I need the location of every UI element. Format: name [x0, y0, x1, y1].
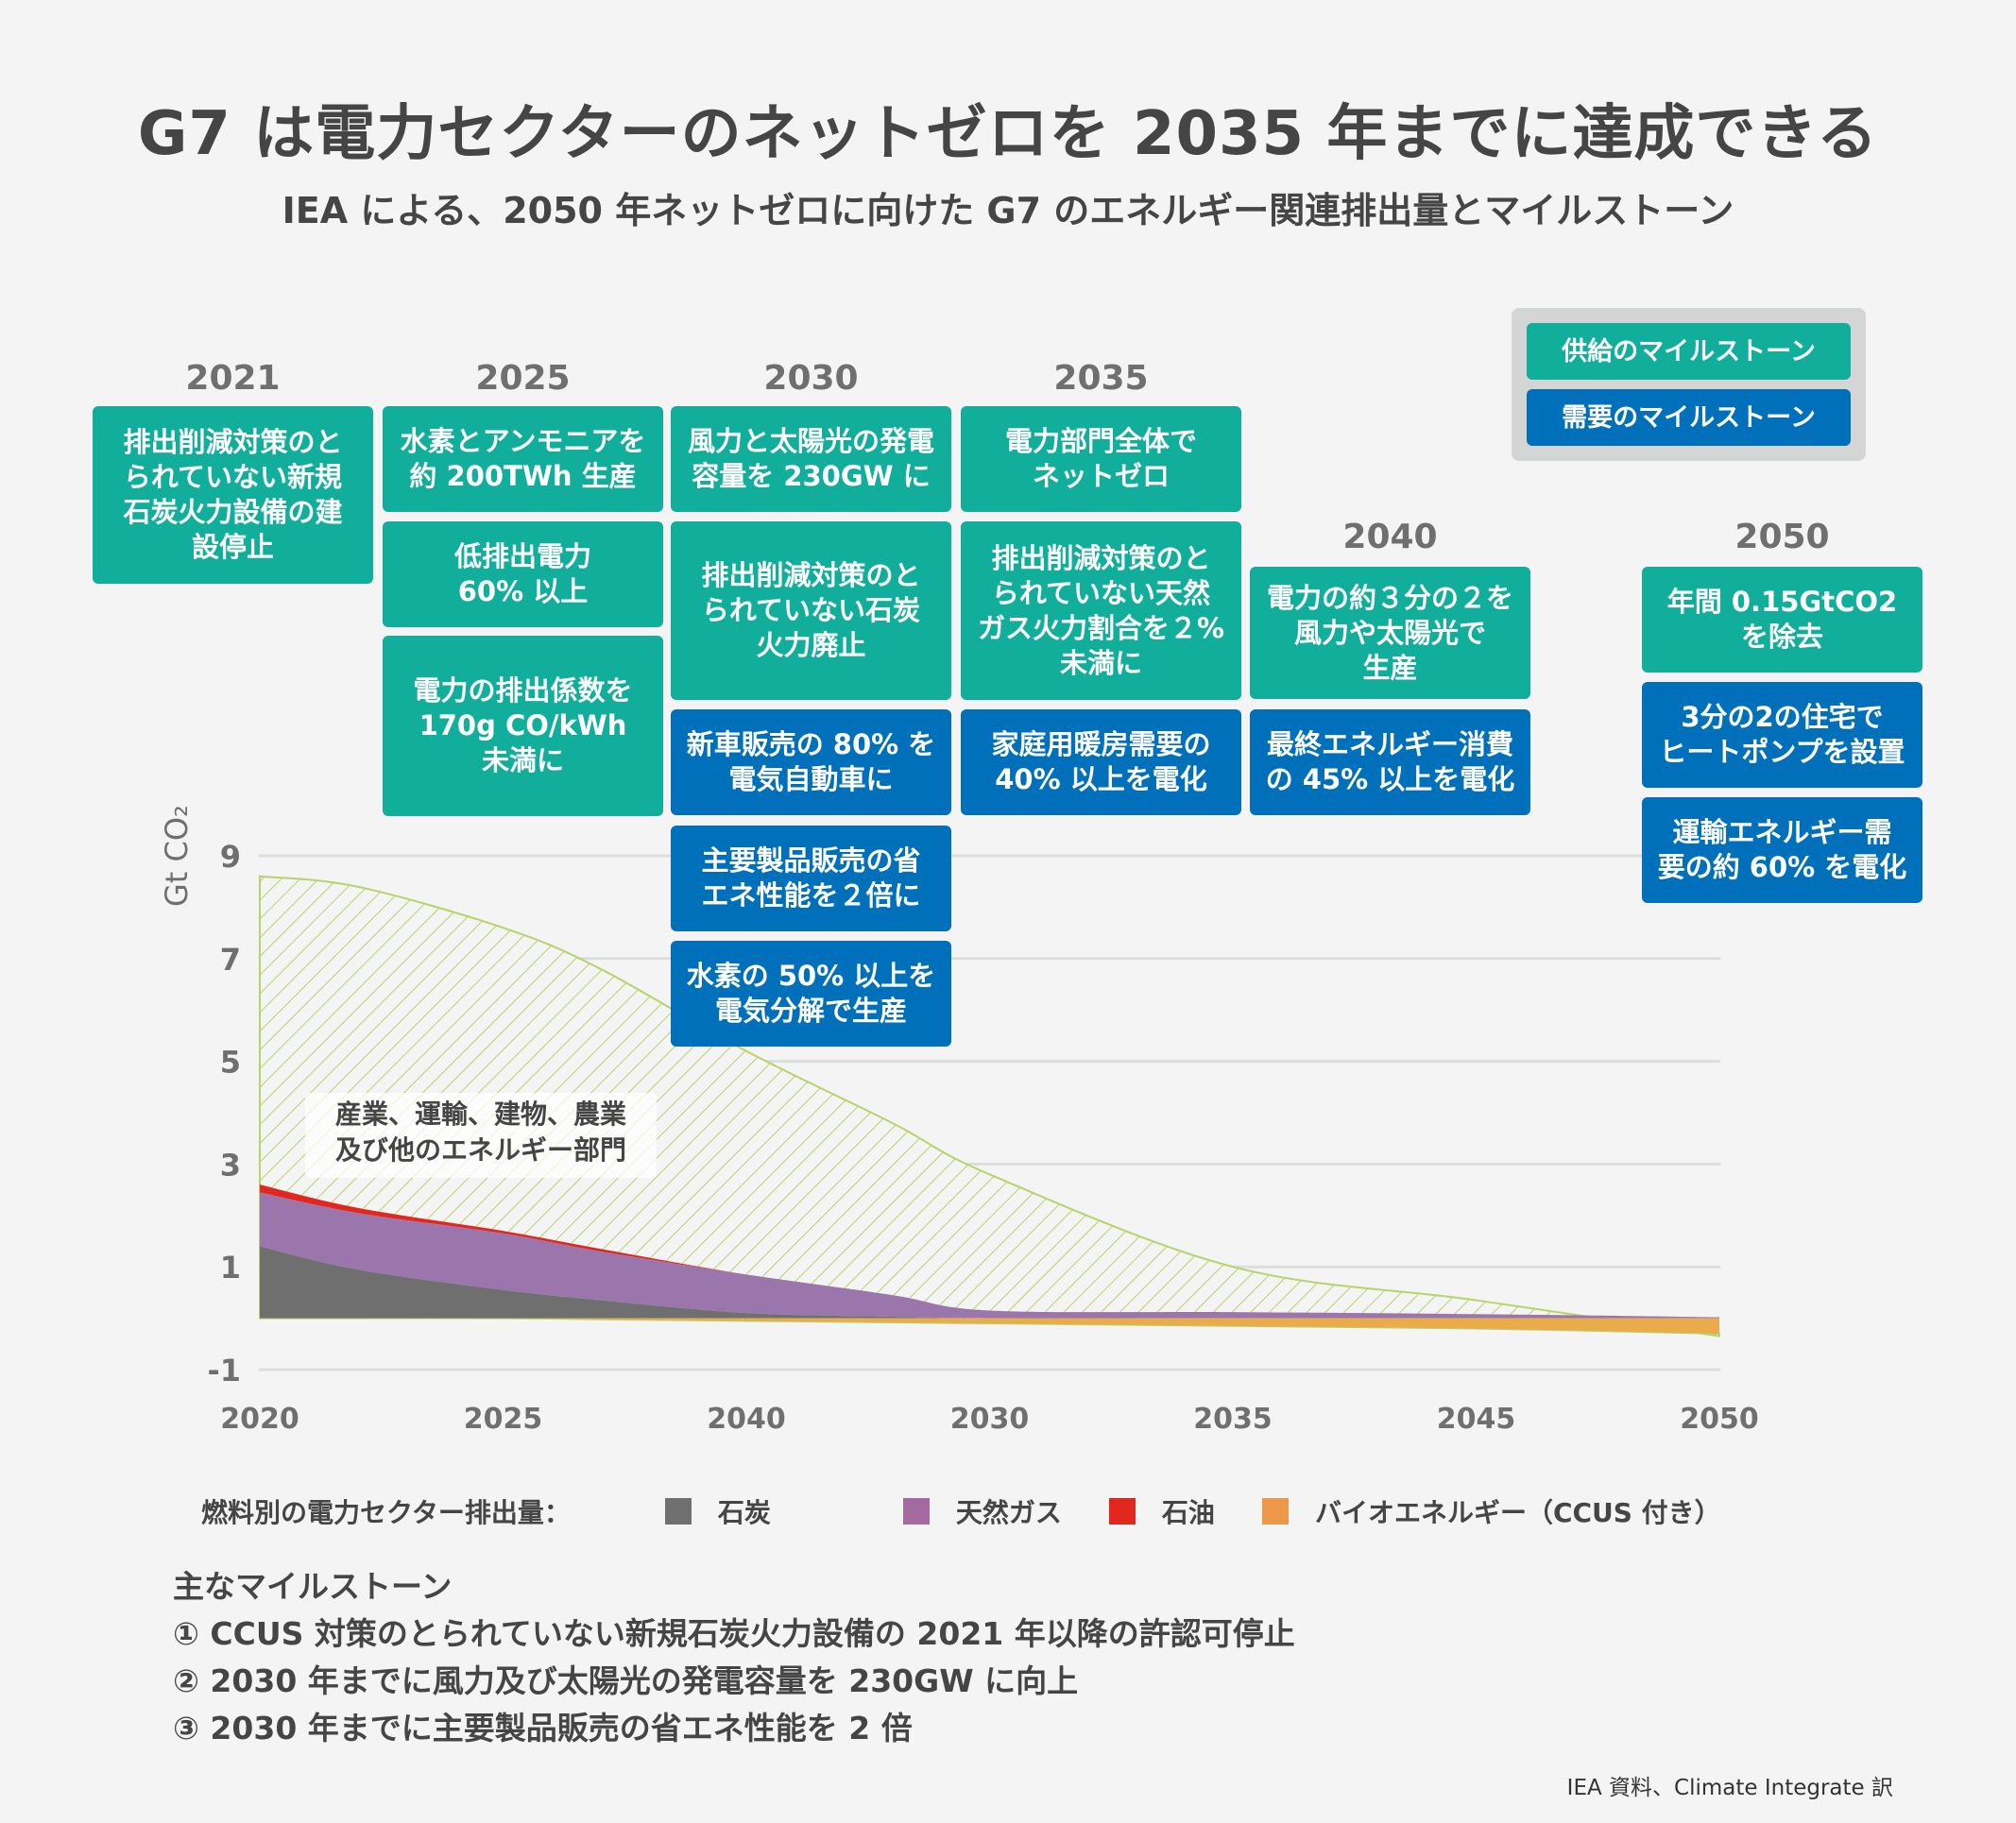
legend-demand: 需要のマイルストーン: [1527, 389, 1851, 446]
legend-label-coal: 石炭: [717, 1497, 771, 1528]
x-tick-label: 2025: [464, 1403, 543, 1436]
demand-milestone-box: 3分の2の住宅で ヒートポンプを設置: [1642, 682, 1922, 788]
legend-label-bio: バイオエネルギー（CCUS 付き）: [1314, 1497, 1721, 1528]
bio-swatch: [1261, 1498, 1289, 1525]
milestone-type-legend: 供給のマイルストーン 需要のマイルストーン: [1512, 308, 1866, 461]
x-tick-label: 2040: [707, 1403, 786, 1436]
demand-milestone-box: 主要製品販売の省 エネ性能を２倍に: [671, 826, 951, 931]
demand-milestone-box: 水素の 50% 以上を 電気分解で生産: [671, 941, 951, 1047]
legend-item-gas: 天然ガス: [902, 1492, 1062, 1530]
area-coal: [260, 1246, 1719, 1319]
supply-milestone-box: 電力の約３分の２を 風力や太陽光で 生産: [1250, 567, 1530, 699]
coal-swatch: [664, 1498, 692, 1525]
milestone-year-2035: 2035: [1053, 359, 1149, 398]
key-milestone-item: ② 2030 年までに風力及び太陽光の発電容量を 230GW に向上: [173, 1662, 1079, 1699]
fuel-legend-title: 燃料別の電力セクター排出量：: [201, 1497, 571, 1528]
supply-milestone-box: 排出削減対策のと られていない新規 石炭火力設備の建 設停止: [93, 406, 373, 584]
legend-supply: 供給のマイルストーン: [1527, 323, 1851, 380]
milestone-year-2030: 2030: [763, 359, 859, 398]
y-tick-label: 9: [220, 839, 241, 875]
supply-milestone-box: 排出削減対策のと られていない天然 ガス火力割合を２% 未満に: [961, 521, 1241, 700]
demand-milestone-box: 最終エネルギー消費 の 45% 以上を電化: [1250, 709, 1530, 815]
key-milestones: 主なマイルストーン ① CCUS 対策のとられていない新規石炭火力設備の 202…: [173, 1563, 1295, 1752]
milestone-year-2040: 2040: [1342, 518, 1438, 556]
key-milestone-item: ① CCUS 対策のとられていない新規石炭火力設備の 2021 年以降の許認可停…: [173, 1615, 1295, 1652]
supply-milestone-box: 電力部門全体で ネットゼロ: [961, 406, 1241, 512]
x-tick-label: 2030: [950, 1403, 1030, 1436]
x-tick-label: 2020: [220, 1403, 299, 1436]
y-axis-title-text: Gt CO₂: [159, 805, 195, 907]
demand-milestone-box: 運輸エネルギー需 要の約 60% を電化: [1642, 797, 1922, 903]
supply-milestone-box: 水素とアンモニアを 約 200TWh 生産: [383, 406, 663, 512]
x-tick-label: 2045: [1437, 1403, 1516, 1436]
area-other-sectors: [259, 875, 1720, 1337]
x-tick-label: 2035: [1193, 1403, 1273, 1436]
x-tick-label: 2050: [1680, 1403, 1759, 1436]
legend-item-bio: バイオエネルギー（CCUS 付き）: [1261, 1492, 1721, 1530]
source-credit: IEA 資料、Climate Integrate 訳: [1566, 1776, 1893, 1800]
y-tick-label: 3: [220, 1147, 241, 1183]
gas-swatch: [902, 1498, 930, 1525]
demand-milestone-box: 家庭用暖房需要の 40% 以上を電化: [961, 709, 1241, 815]
area-bio: [260, 1318, 1719, 1334]
supply-milestone-box: 電力の排出係数を 170g CO/kWh 未満に: [383, 636, 663, 816]
y-axis-title: Gt CO₂: [159, 793, 195, 907]
page-subtitle: IEA による、2050 年ネットゼロに向けた G7 のエネルギー関連排出量とマ…: [282, 190, 1734, 231]
legend-item-oil: 石油: [1108, 1492, 1215, 1530]
sector-annotation: 産業、運輸、建物、農業 及び他のエネルギー部門: [305, 1093, 657, 1178]
supply-milestone-box: 風力と太陽光の発電 容量を 230GW に: [671, 406, 951, 512]
legend-item-coal: 石炭: [664, 1492, 771, 1530]
page-title: G7 は電力セクターのネットゼロを 2035 年までに達成できる: [137, 99, 1879, 169]
legend-label-oil: 石油: [1161, 1497, 1215, 1528]
supply-milestone-box: 低排出電力 60% 以上: [383, 521, 663, 627]
y-tick-label: -1: [207, 1353, 241, 1389]
oil-swatch: [1108, 1498, 1136, 1525]
emissions-chart: 9 7 5 3 1 -1 2020 2025 2040 2030 2035 2045 2050: [207, 839, 1759, 1436]
legend-label-gas: 天然ガス: [955, 1497, 1062, 1528]
milestone-year-2050: 2050: [1734, 518, 1830, 556]
milestone-year-2025: 2025: [475, 359, 571, 398]
y-tick-label: 7: [220, 942, 241, 978]
area-gas: [260, 1192, 1719, 1319]
key-milestones-heading: 主なマイルストーン: [173, 1568, 453, 1605]
supply-milestone-box: 年間 0.15GtCO2 を除去: [1642, 567, 1922, 673]
key-milestone-item: ③ 2030 年までに主要製品販売の省エネ性能を 2 倍: [173, 1710, 913, 1746]
y-tick-label: 5: [220, 1045, 241, 1081]
supply-milestone-box: 排出削減対策のと られていない石炭 火力廃止: [671, 521, 951, 700]
demand-milestone-box: 新車販売の 80% を 電気自動車に: [671, 709, 951, 815]
milestone-year-2021: 2021: [185, 359, 281, 398]
y-tick-label: 1: [220, 1250, 241, 1286]
fuel-legend: 燃料別の電力セクター排出量： 石炭 天然ガス 石油 バイオエネルギー（CCUS …: [201, 1492, 1768, 1530]
